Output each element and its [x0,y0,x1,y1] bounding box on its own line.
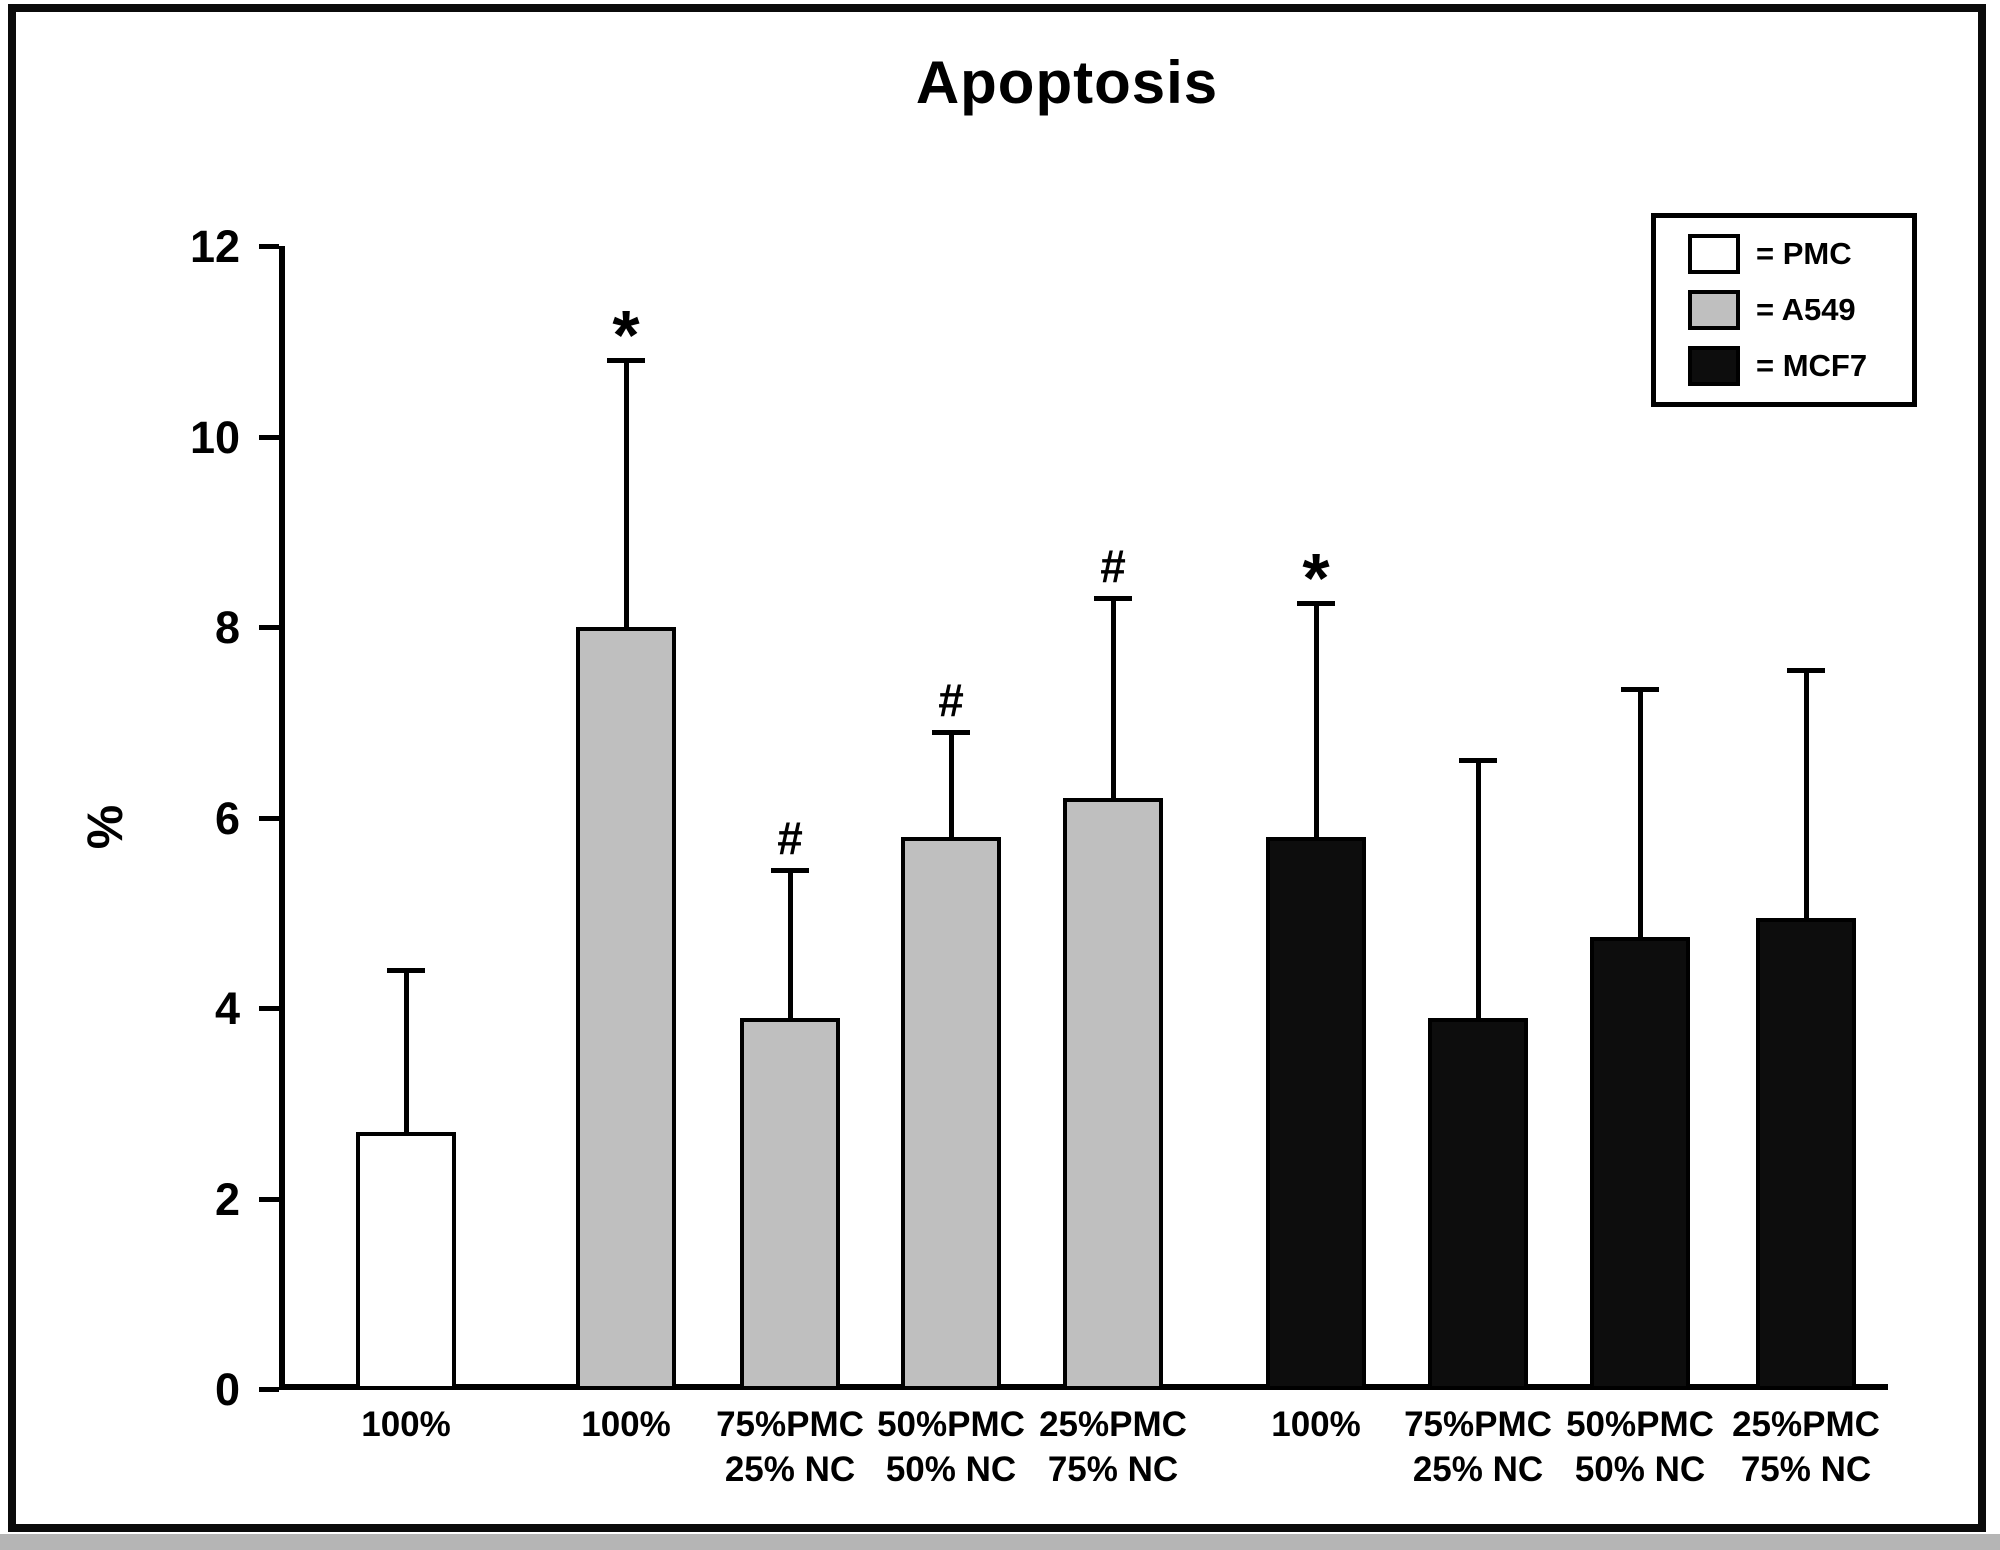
x-axis-label-line1: 100% [361,1405,451,1444]
x-axis-label-line1: 25%PMC [1039,1405,1187,1444]
bar-a549 [740,1017,840,1390]
legend-label-pmc: = PMC [1756,236,1852,271]
legend-item-a549: = A549 [1688,290,1912,330]
x-axis-label: 75%PMC 25% NC [1358,1402,1598,1492]
x-axis-label-line1: 50%PMC [1566,1405,1714,1444]
error-bar-cap [771,867,809,873]
y-tick-label: 4 [214,983,240,1034]
error-bar-cap [607,358,645,364]
bar-mcf7 [1428,1017,1528,1390]
y-tick [259,244,279,249]
x-axis-label: 25%PMC 75% NC [1686,1402,1926,1492]
mcf7-swatch [1688,346,1740,386]
x-axis-label: 100% [1196,1402,1436,1447]
x-axis-label: 75%PMC 25% NC [670,1402,910,1492]
page-edge-strip [0,1534,2000,1550]
significance-marker: * [612,296,640,375]
error-bar-line [949,731,954,837]
y-tick-label: 0 [214,1364,240,1415]
x-axis-label-line2: 50% NC [1574,1450,1706,1489]
x-axis-label-line2: 75% NC [1740,1450,1872,1489]
significance-marker: * [1302,539,1330,618]
y-axis-line [279,246,285,1389]
legend-label-mcf7: = MCF7 [1756,348,1868,383]
bar-pmc [356,1131,456,1390]
x-axis-label-line1: 50%PMC [877,1405,1025,1444]
error-bar-cap [1094,596,1132,602]
error-bar-line [1804,669,1809,918]
error-bar-cap [1621,686,1659,692]
x-axis-label-line1: 100% [1271,1405,1361,1444]
legend-item-mcf7: = MCF7 [1688,346,1912,386]
significance-marker: # [777,811,803,864]
legend: = PMC = A549 = MCF7 [1651,213,1917,407]
y-tick [259,1387,279,1392]
y-tick [259,1196,279,1202]
x-axis-label-line2: 25% NC [1412,1450,1544,1489]
bar-a549 [576,627,676,1390]
y-tick-label: 10 [189,411,240,463]
x-axis-label: 100% [286,1402,526,1447]
x-axis-label-line2: 75% NC [1047,1450,1179,1489]
y-tick [259,815,279,821]
x-axis-label: 100% [506,1402,746,1447]
x-axis-label-line1: 25%PMC [1732,1405,1880,1444]
bar-a549 [901,836,1001,1390]
x-axis-label-line2: 25% NC [724,1450,856,1489]
y-tick-label: 6 [214,792,240,844]
y-tick [259,625,279,630]
x-axis-label: 50%PMC 50% NC [831,1402,1071,1492]
bar-mcf7 [1266,836,1366,1390]
significance-marker: # [938,673,964,726]
error-bar-cap [1459,758,1497,764]
x-axis-label-line1: 75%PMC [1404,1405,1552,1444]
a549-swatch [1688,290,1740,330]
chart-title: Apoptosis [915,49,1219,116]
bar-mcf7 [1756,917,1856,1390]
legend-label-a549: = A549 [1756,292,1856,327]
error-bar-line [1111,598,1116,799]
x-axis-label: 50%PMC 50% NC [1520,1402,1760,1492]
pmc-swatch [1688,234,1740,274]
y-tick-label: 8 [214,602,240,653]
y-tick [259,1006,279,1011]
legend-item-pmc: = PMC [1688,234,1912,274]
x-axis-label-line1: 75%PMC [716,1405,864,1444]
significance-marker: # [1100,540,1126,593]
error-bar-line [624,360,629,627]
bar-a549 [1063,798,1163,1390]
x-axis-label: 25%PMC 75% NC [993,1402,1233,1492]
x-axis-label-line2: 50% NC [885,1450,1017,1489]
error-bar-cap [387,967,425,973]
error-bar-line [1476,760,1481,1018]
y-tick-label: 2 [214,1173,240,1225]
y-tick [259,434,279,440]
error-bar-line [1314,603,1319,837]
error-bar-cap [1787,667,1825,673]
error-bar-cap [1297,601,1335,607]
y-tick-label: 12 [189,221,240,272]
error-bar-line [788,869,793,1018]
error-bar-line [1638,688,1643,937]
error-bar-cap [932,729,970,735]
bar-mcf7 [1590,936,1690,1390]
error-bar-line [404,969,409,1132]
x-axis-label-line1: 100% [581,1405,671,1444]
